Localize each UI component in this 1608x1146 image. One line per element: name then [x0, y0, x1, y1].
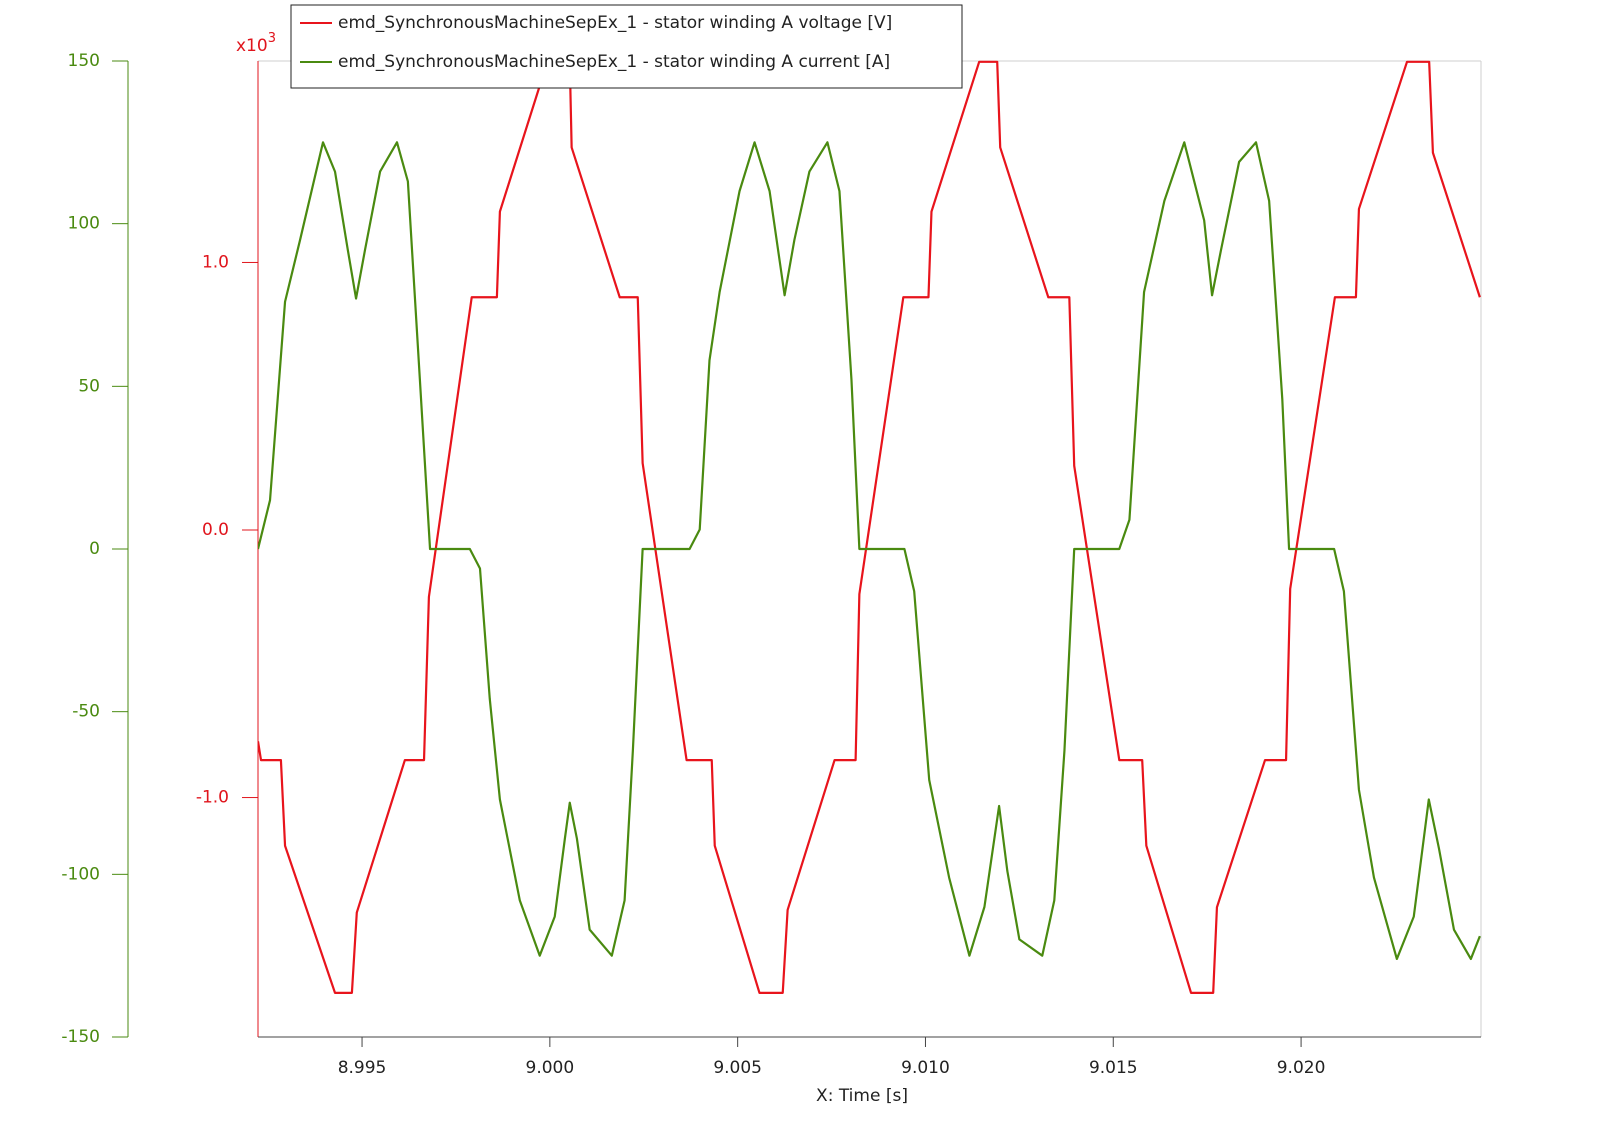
series-line [258, 60, 1481, 994]
x-tick-label: 8.995 [338, 1058, 387, 1078]
x-tick-label: 9.015 [1089, 1058, 1138, 1078]
y2-multiplier: x103 [236, 31, 276, 57]
y-tick-label: -50 [72, 702, 100, 722]
x-tick-label: 9.005 [713, 1058, 762, 1078]
legend-box [290, 4, 963, 89]
y-tick-label: 0 [89, 539, 100, 559]
x-axis-title: X: Time [s] [816, 1086, 908, 1106]
y2-multiplier-exponent: 3 [268, 31, 276, 46]
y-tick-label: 150 [68, 51, 100, 71]
y2-tick-label: 1.0 [202, 252, 229, 272]
y2-multiplier-base: x10 [236, 36, 268, 56]
y-tick-label: -100 [61, 864, 100, 884]
y2-tick-label: 0.0 [202, 520, 229, 540]
y-tick-label: 50 [78, 376, 100, 396]
legend-label: emd_SynchronousMachineSepEx_1 - stator w… [338, 52, 890, 72]
x-tick-label: 9.000 [526, 1058, 575, 1078]
y2-tick-label: -1.0 [196, 788, 229, 808]
series-line [258, 141, 1481, 961]
y-tick-label: -150 [61, 1027, 100, 1047]
legend-label: emd_SynchronousMachineSepEx_1 - stator w… [338, 13, 892, 33]
y-tick-label: 100 [68, 214, 100, 234]
x-tick-label: 9.010 [901, 1058, 950, 1078]
x-tick-label: 9.020 [1277, 1058, 1326, 1078]
